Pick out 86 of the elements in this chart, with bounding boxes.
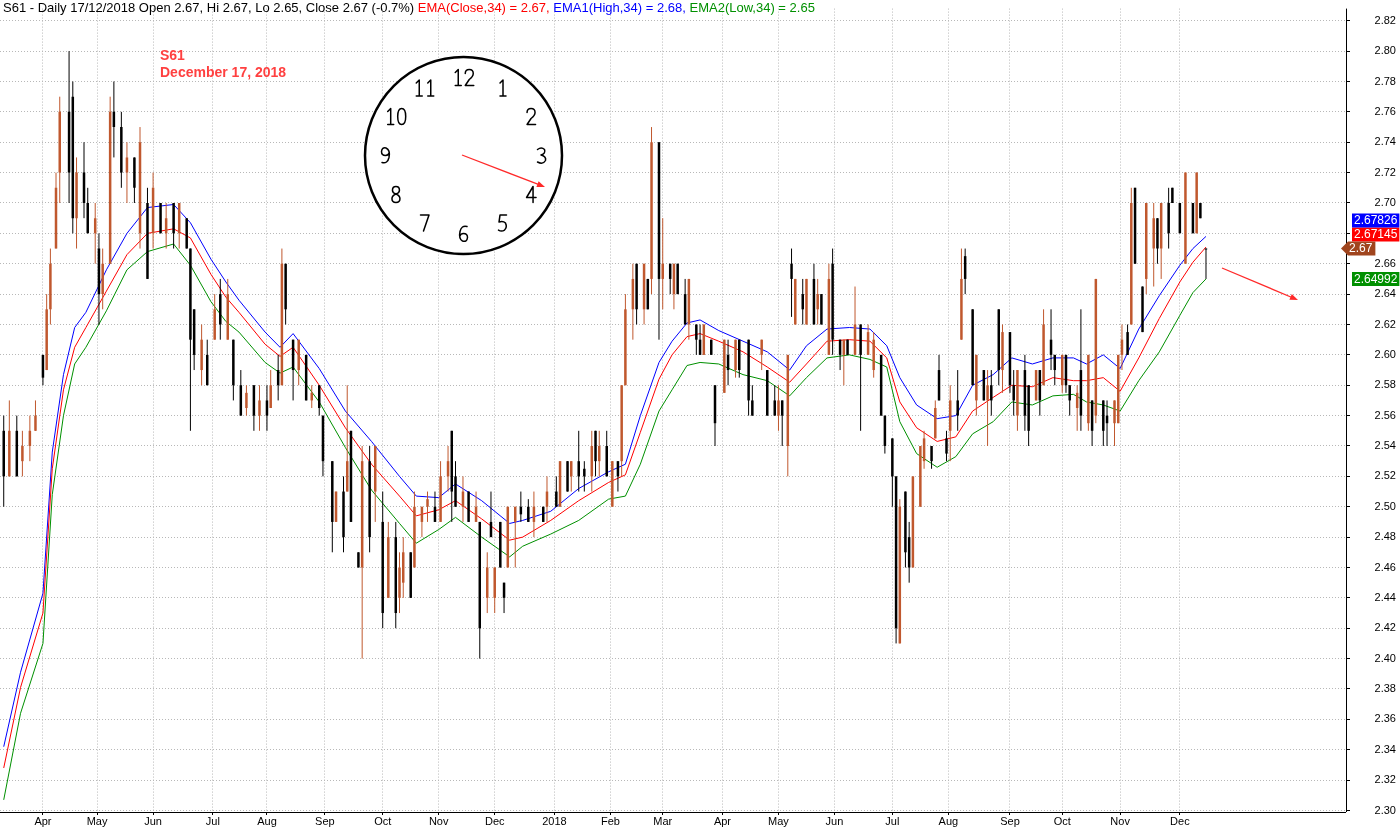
text: 2.64992 — [1354, 271, 1398, 286]
y-tick-label: 2.80 — [1374, 44, 1396, 57]
candlestick — [598, 430, 601, 477]
candlestick — [577, 430, 580, 493]
candlestick — [945, 430, 948, 462]
candlestick — [1068, 384, 1071, 417]
text: 2.67826 — [1354, 213, 1398, 228]
y-tick-label: 2.82 — [1374, 13, 1396, 26]
candlestick — [777, 384, 780, 432]
candlestick — [34, 399, 37, 432]
y-tick-label: 2.64 — [1374, 287, 1396, 300]
x-tick-label: Sep — [1000, 814, 1020, 827]
y-tick-label: 2.48 — [1374, 530, 1396, 543]
candlestick — [570, 460, 573, 493]
candlestick — [245, 384, 248, 417]
candlestick — [258, 384, 261, 432]
candlestick — [751, 384, 754, 417]
x-tick-label: Aug — [938, 814, 959, 827]
x-tick-label: Mar — [653, 814, 673, 827]
x-tick-label: Apr — [713, 814, 732, 827]
candlestick — [816, 278, 819, 325]
x-tick-label: Jul — [885, 814, 900, 827]
candlestick — [269, 369, 272, 409]
x-tick-label: May — [86, 814, 108, 827]
text: 2.67145 — [1354, 227, 1398, 242]
x-tick-label: Nov — [1110, 814, 1131, 827]
candlestick — [514, 506, 517, 568]
candlestick — [773, 384, 776, 417]
candlestick — [555, 475, 558, 508]
text: EMA2(Low,34) = 2.65 — [689, 0, 815, 16]
x-tick-label: Jul — [205, 814, 220, 827]
candlestick — [426, 491, 429, 523]
candlestick — [956, 369, 959, 432]
x-tick-label: May — [768, 814, 790, 827]
y-tick-label: 2.42 — [1374, 621, 1396, 634]
y-tick-label: 2.36 — [1374, 712, 1396, 725]
y-tick-label: 2.76 — [1374, 104, 1396, 117]
x-tick-label: Apr — [34, 814, 52, 827]
y-tick-label: 2.56 — [1374, 408, 1396, 421]
text: EMA(Close,34) = 2.67, — [417, 0, 550, 16]
candlestick — [695, 323, 698, 356]
y-tick-label: 2.70 — [1374, 196, 1396, 209]
x-tick-label: Feb — [600, 814, 620, 827]
y-tick-label: 2.50 — [1374, 499, 1396, 512]
y-tick-label: 2.34 — [1374, 742, 1396, 755]
candlestick — [1012, 369, 1015, 417]
y-tick-label: 2.72 — [1374, 165, 1396, 178]
candlestick — [1126, 323, 1129, 356]
x-tick-label: Oct — [374, 814, 392, 827]
y-tick-label: 2.38 — [1374, 682, 1396, 695]
x-tick-label: Jun — [825, 814, 844, 827]
candlestick — [527, 498, 530, 523]
candlestick — [21, 430, 24, 477]
annotation: S61 — [160, 46, 186, 63]
text: EMA1(High,34) = 2.68, — [553, 0, 686, 16]
y-tick-label: 2.54 — [1374, 439, 1396, 452]
annotation: December 17, 2018 — [160, 63, 287, 80]
x-tick-label: Dec — [484, 814, 505, 827]
y-tick-label: 2.46 — [1374, 560, 1396, 573]
candlestick — [990, 369, 993, 417]
candlestick — [986, 369, 989, 447]
x-tick-label: 2018 — [542, 814, 567, 827]
y-tick-label: 2.62 — [1374, 317, 1396, 330]
candlestick — [583, 460, 586, 493]
y-tick-label: 2.60 — [1374, 347, 1396, 360]
y-tick-label: 2.30 — [1374, 803, 1396, 816]
x-tick-label: Nov — [428, 814, 449, 827]
y-tick-label: 2.58 — [1374, 378, 1396, 391]
y-tick-label: 2.66 — [1374, 256, 1396, 269]
y-tick-label: 2.52 — [1374, 469, 1396, 482]
y-tick-label: 2.78 — [1374, 74, 1396, 87]
x-tick-label: Aug — [257, 814, 277, 827]
candlestick — [801, 278, 804, 325]
x-tick-label: Dec — [1170, 814, 1191, 827]
candlestick — [790, 248, 793, 318]
y-tick-label: 2.32 — [1374, 773, 1396, 786]
candlestick — [760, 339, 763, 371]
x-tick-label: Jun — [144, 814, 162, 827]
y-tick-label: 2.40 — [1374, 651, 1396, 664]
x-tick-label: Oct — [1053, 814, 1071, 827]
text: 2.67 — [1349, 241, 1373, 256]
candlestick — [661, 217, 664, 310]
chart-title: S61 - Daily 17/12/2018 Open 2.67, Hi 2.67, Lo 2.65, Close 2.67 (-0.7%) — [3, 0, 415, 16]
x-tick-label: Sep — [315, 814, 335, 827]
y-tick-label: 2.74 — [1374, 135, 1396, 148]
y-tick-label: 2.44 — [1374, 590, 1396, 603]
